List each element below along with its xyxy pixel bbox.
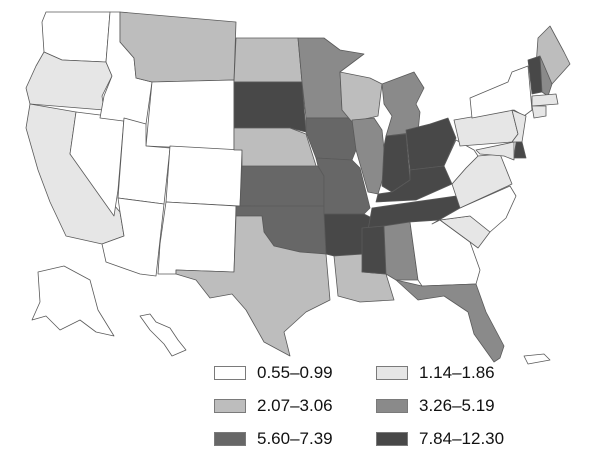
state-nm (157, 201, 237, 275)
legend-label: 1.14–1.86 (419, 363, 495, 382)
state-wa (41, 11, 111, 63)
state-wy (145, 79, 235, 151)
legend-label: 5.60–7.39 (257, 429, 333, 448)
legend-label: 2.07–3.06 (257, 396, 333, 415)
legend-item-class-3: 2.07–3.06 (214, 395, 333, 417)
state-tx (175, 215, 331, 357)
legend-swatch (376, 399, 408, 413)
state-de (513, 141, 527, 159)
state-ma (531, 93, 559, 107)
state-ms (361, 225, 387, 275)
state-ks (239, 165, 325, 209)
legend-label: 7.84–12.30 (419, 429, 505, 448)
legend-item-class-6: 7.84–12.30 (376, 428, 504, 450)
state-sd (233, 81, 307, 133)
legend-item-class-2: 1.14–1.86 (376, 362, 495, 384)
state-md (475, 141, 515, 161)
legend-swatch (214, 432, 246, 446)
state-wi (339, 71, 383, 123)
state-al (383, 221, 419, 281)
state-hi (139, 313, 187, 357)
legend-swatch (376, 432, 408, 446)
legend-swatch (214, 366, 246, 380)
state-fl (395, 279, 505, 363)
legend: 0.55–0.99 1.14–1.86 2.07–3.06 3.26–5.19 … (214, 362, 544, 454)
legend-item-class-5: 5.60–7.39 (214, 428, 333, 450)
state-co (165, 145, 243, 207)
state-ny (469, 65, 533, 119)
state-ia (305, 117, 357, 161)
legend-swatch (214, 399, 246, 413)
state-ak (31, 265, 115, 337)
state-pr (523, 353, 551, 365)
state-ct (531, 105, 547, 119)
state-az (101, 197, 165, 277)
legend-item-class-1: 0.55–0.99 (214, 362, 333, 384)
state-mt (119, 11, 237, 83)
legend-swatch (376, 366, 408, 380)
state-ne (233, 127, 319, 173)
legend-item-class-4: 3.26–5.19 (376, 395, 495, 417)
state-mi (381, 71, 425, 137)
state-wv (443, 139, 479, 185)
legend-label: 0.55–0.99 (257, 363, 333, 382)
state-nd (233, 37, 303, 83)
legend-label: 3.26–5.19 (419, 396, 495, 415)
